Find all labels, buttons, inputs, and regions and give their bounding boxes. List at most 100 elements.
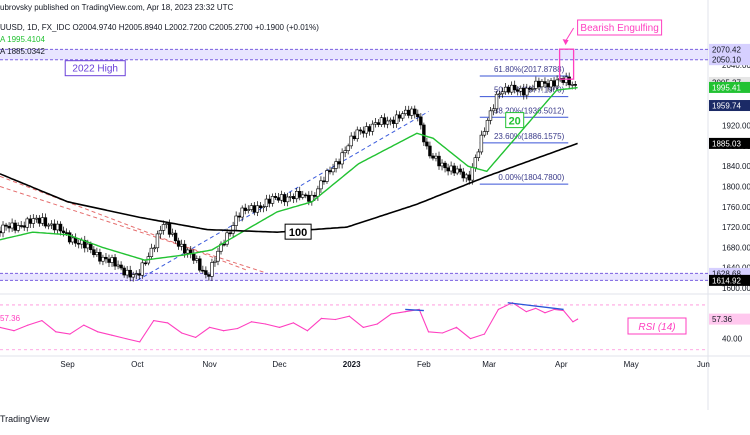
candle — [243, 203, 247, 215]
candle-body — [46, 224, 51, 227]
candle-body — [503, 86, 508, 93]
rsi-value-tag-bg — [709, 313, 750, 325]
candle — [52, 219, 57, 235]
candle-body — [346, 145, 350, 151]
candle-body — [231, 225, 235, 234]
candle-body — [506, 86, 511, 93]
candle-body — [570, 84, 574, 86]
candle-body — [267, 198, 272, 204]
candle — [143, 260, 148, 266]
candle-body — [470, 167, 475, 181]
candle-body — [543, 81, 547, 84]
price-tag: 1628.68 — [709, 267, 750, 279]
candle-body — [537, 80, 541, 88]
candle — [310, 190, 314, 206]
candle — [431, 153, 435, 161]
candle-body — [352, 135, 356, 140]
candle — [440, 159, 444, 171]
price-tag: 1885.03 — [709, 137, 750, 149]
candle-body — [552, 80, 556, 87]
candle — [25, 216, 29, 232]
candle-body — [149, 247, 154, 257]
candle-body — [31, 218, 36, 224]
candle — [176, 237, 181, 250]
candle-body — [476, 151, 481, 158]
candle — [161, 220, 166, 235]
candle-body — [158, 230, 163, 235]
rsi-point — [469, 337, 472, 340]
candle-body — [394, 114, 399, 124]
candle-body — [89, 243, 93, 250]
time-tick-label: 2023 — [343, 360, 361, 369]
candle — [428, 141, 432, 159]
candle — [55, 220, 60, 235]
candle-body — [4, 224, 8, 227]
candle — [273, 192, 278, 201]
candle — [512, 80, 517, 94]
candle — [149, 243, 154, 260]
candle-body — [531, 88, 535, 90]
candle-body — [516, 89, 520, 92]
price-tick-label: 1600.00 — [722, 284, 750, 293]
candle-body — [204, 270, 208, 275]
candle — [152, 244, 157, 253]
candle-body — [422, 124, 426, 143]
candle-body — [437, 155, 441, 167]
rsi-point — [535, 307, 537, 309]
candle — [425, 137, 429, 150]
candle-body — [304, 194, 308, 197]
candle-body — [243, 207, 247, 211]
candle-body — [349, 135, 353, 147]
candle — [210, 258, 214, 281]
candle — [246, 205, 250, 214]
candle — [264, 194, 269, 212]
candle-body — [16, 225, 20, 231]
candle — [331, 163, 335, 176]
candle — [119, 261, 123, 271]
candle-body — [64, 232, 69, 234]
candle — [543, 77, 547, 88]
symbol-line: UUSD, 1D, FX_IDC O2004.9740 H2005.8940 L… — [0, 23, 319, 32]
candle-body — [428, 145, 432, 157]
candle — [95, 247, 99, 258]
rsi-point — [167, 322, 169, 324]
candle — [337, 158, 341, 169]
candle-body — [22, 225, 26, 228]
candle-body — [37, 217, 42, 224]
candle-body — [379, 117, 384, 125]
candle — [434, 152, 438, 162]
price-tag-bg — [709, 43, 750, 55]
candle — [216, 247, 220, 266]
candle — [340, 148, 344, 169]
candle-body — [113, 257, 117, 267]
candle-body — [155, 233, 160, 249]
ma100-value-line: A 1885.0342 — [0, 47, 45, 56]
candle-body — [497, 93, 502, 96]
rsi-point — [41, 320, 43, 322]
price-tag-bg — [709, 100, 750, 112]
candle-body — [528, 87, 532, 90]
candle-body — [546, 83, 550, 88]
candle-body — [34, 217, 39, 220]
candle-body — [482, 131, 487, 136]
price-tag-label: 1959.74 — [712, 102, 741, 111]
candle — [34, 214, 39, 223]
candle — [334, 158, 338, 173]
candle-body — [122, 267, 126, 276]
candle-body — [77, 242, 81, 245]
candle — [258, 202, 263, 213]
candle — [192, 249, 196, 264]
candle-body — [549, 80, 553, 88]
candle — [10, 218, 14, 232]
candle — [446, 163, 450, 176]
downtrend-1-line — [0, 175, 248, 271]
candle — [107, 254, 111, 268]
candle — [525, 83, 529, 100]
candle — [113, 254, 117, 271]
candle-body — [373, 122, 378, 125]
candle-body — [400, 113, 405, 119]
candle — [325, 168, 329, 184]
price-tag: 1995.41 — [709, 81, 750, 93]
